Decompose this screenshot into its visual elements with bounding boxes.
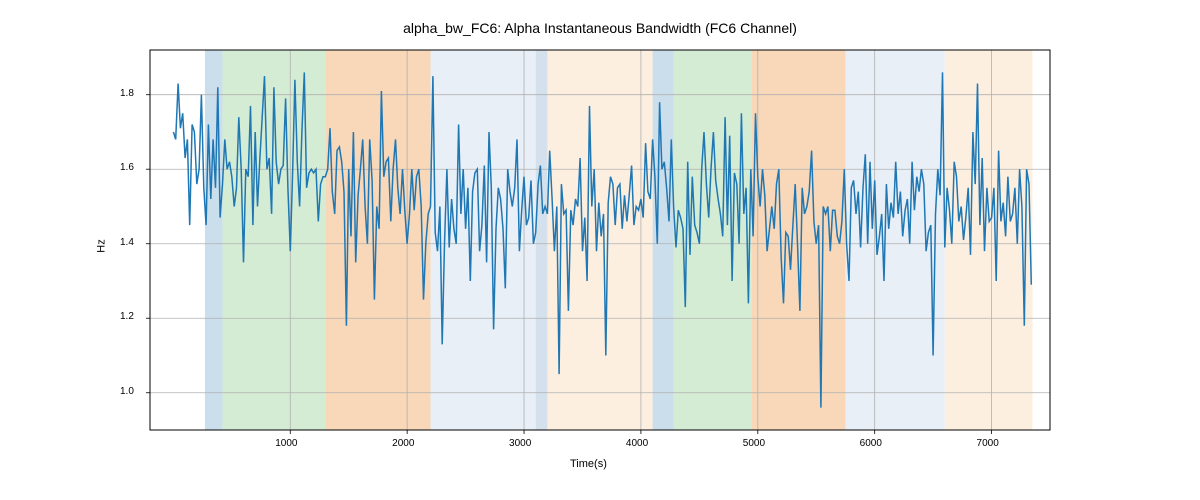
x-tick-label: 2000: [392, 438, 414, 449]
x-tick-label: 7000: [977, 438, 999, 449]
x-tick-label: 6000: [860, 438, 882, 449]
y-tick-label: 1.8: [120, 88, 134, 99]
x-tick-label: 3000: [509, 438, 531, 449]
x-tick-label: 4000: [626, 438, 648, 449]
x-tick-label: 5000: [743, 438, 765, 449]
plot-area: [0, 0, 1200, 500]
y-tick-label: 1.6: [120, 162, 134, 173]
y-tick-label: 1.4: [120, 237, 134, 248]
figure: alpha_bw_FC6: Alpha Instantaneous Bandwi…: [0, 0, 1200, 500]
y-tick-label: 1.0: [120, 386, 134, 397]
x-tick-label: 1000: [275, 438, 297, 449]
y-tick-label: 1.2: [120, 311, 134, 322]
